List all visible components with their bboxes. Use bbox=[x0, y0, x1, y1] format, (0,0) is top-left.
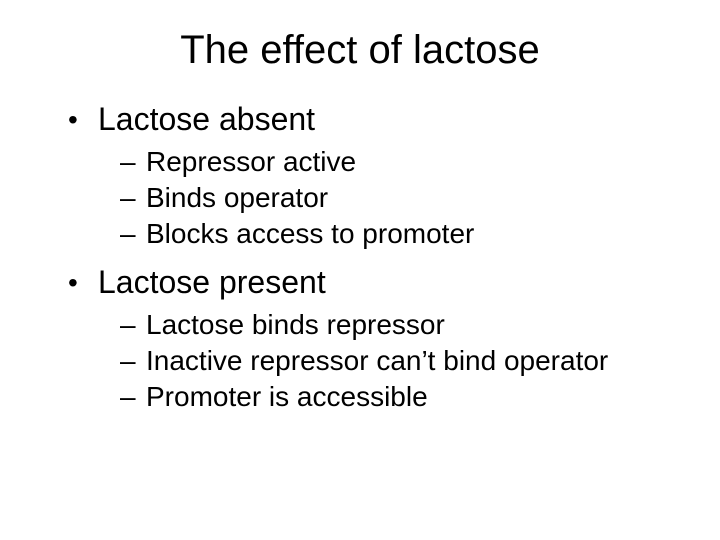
bullet-list-level2: Repressor active Binds operator Blocks a… bbox=[120, 146, 670, 250]
sub-bullet-item: Lactose binds repressor bbox=[120, 309, 670, 341]
sub-bullet-item: Promoter is accessible bbox=[120, 381, 670, 413]
sub-bullet-item: Binds operator bbox=[120, 182, 670, 214]
bullet-list-level2: Lactose binds repressor Inactive repress… bbox=[120, 309, 670, 413]
bullet-item-lactose-present: Lactose present Lactose binds repressor … bbox=[68, 264, 670, 413]
slide-title: The effect of lactose bbox=[50, 28, 670, 73]
slide: The effect of lactose Lactose absent Rep… bbox=[0, 0, 720, 540]
bullet-label: Lactose absent bbox=[98, 101, 315, 137]
sub-bullet-item: Inactive repressor can’t bind operator bbox=[120, 345, 670, 377]
sub-bullet-item: Repressor active bbox=[120, 146, 670, 178]
sub-bullet-item: Blocks access to promoter bbox=[120, 218, 670, 250]
bullet-list-level1: Lactose absent Repressor active Binds op… bbox=[68, 101, 670, 413]
bullet-item-lactose-absent: Lactose absent Repressor active Binds op… bbox=[68, 101, 670, 250]
bullet-label: Lactose present bbox=[98, 264, 326, 300]
